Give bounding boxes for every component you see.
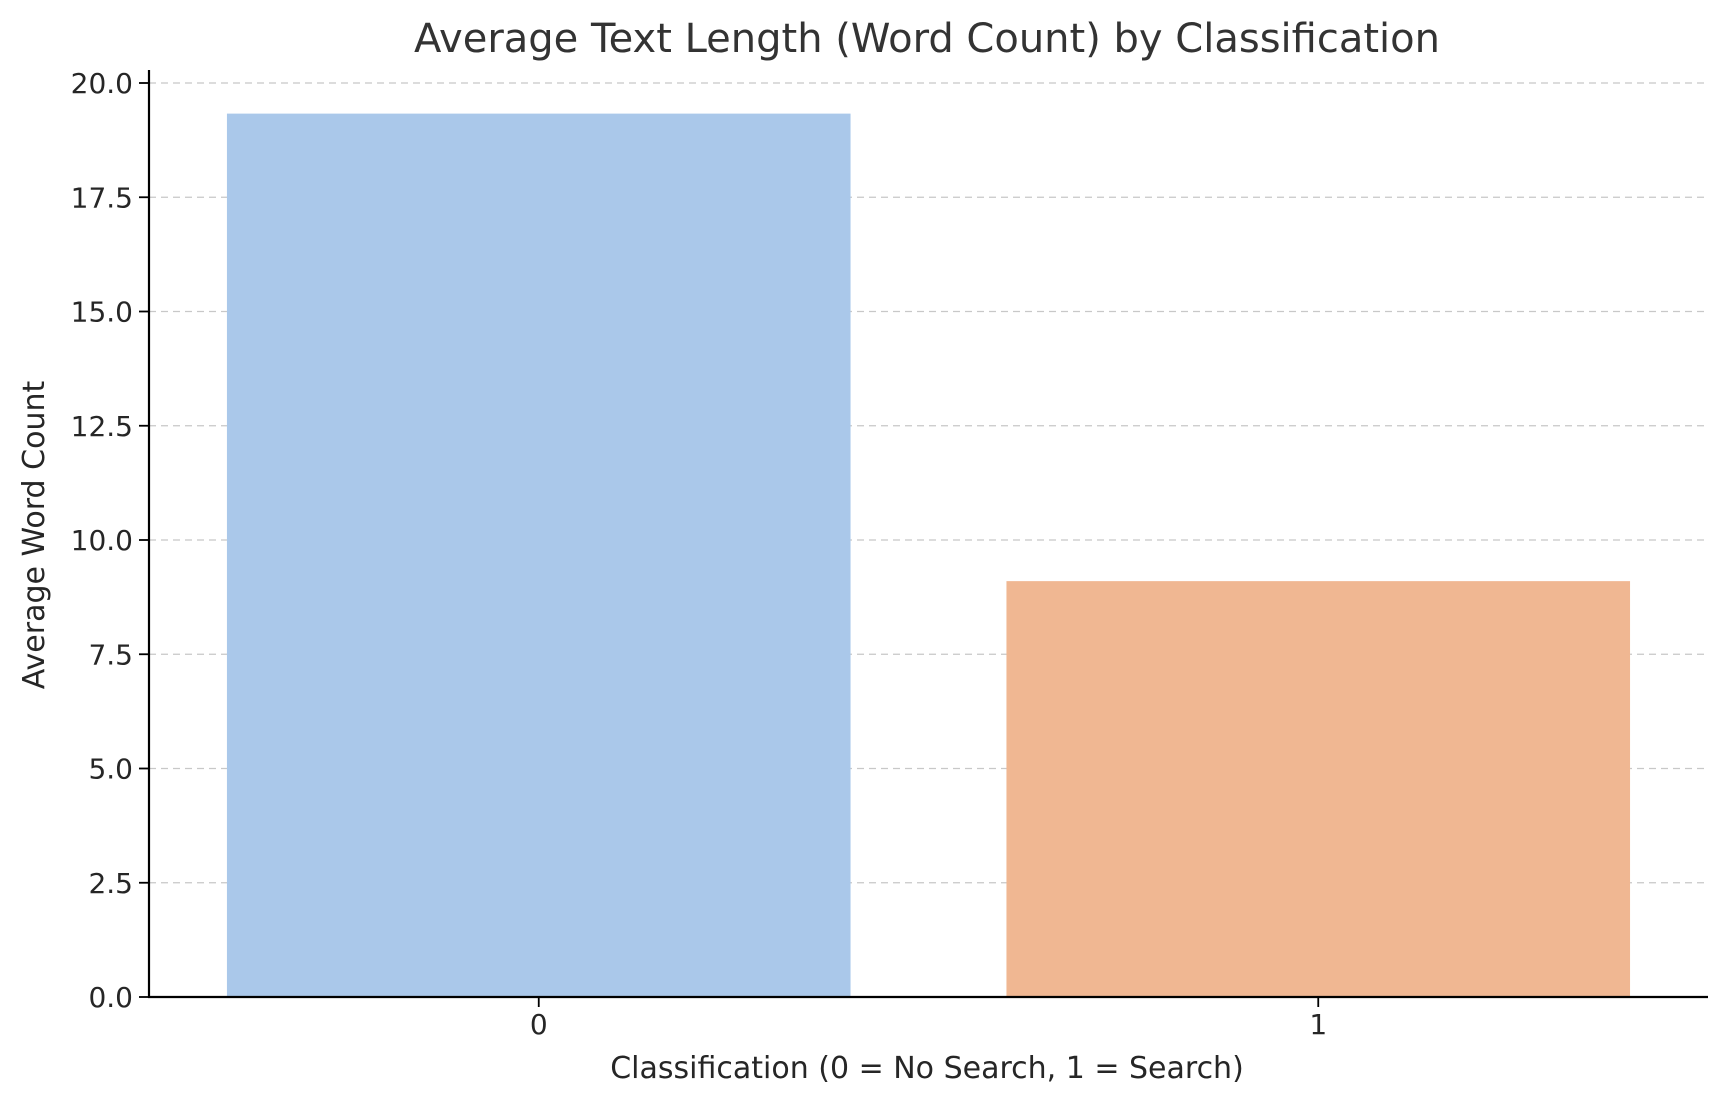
y-tick-label: 12.5 xyxy=(71,410,133,443)
y-tick-label: 10.0 xyxy=(71,524,133,557)
y-tick-label: 2.5 xyxy=(88,867,133,900)
bar-0 xyxy=(226,113,851,997)
bar-1 xyxy=(1006,581,1631,997)
y-axis-label: Average Word Count xyxy=(17,381,52,690)
y-tick-label: 15.0 xyxy=(71,296,133,329)
y-tick-label: 17.5 xyxy=(71,181,133,214)
bar-layer xyxy=(226,113,1631,997)
y-tick-label: 0.0 xyxy=(88,981,133,1014)
y-tick-label: 7.5 xyxy=(88,638,133,671)
x-axis-label: Classification (0 = No Search, 1 = Searc… xyxy=(610,1051,1244,1086)
x-tick-label: 1 xyxy=(1309,1008,1327,1041)
y-tick-label: 20.0 xyxy=(71,67,133,100)
chart-title: Average Text Length (Word Count) by Clas… xyxy=(414,16,1440,62)
y-tick-label: 5.0 xyxy=(88,753,133,786)
axis-layer: 0.0 2.5 5.0 7.5 10.0 12.5 15.0 17.5 20.0 0 1 xyxy=(71,67,1708,1041)
x-tick-label: 0 xyxy=(530,1008,548,1041)
